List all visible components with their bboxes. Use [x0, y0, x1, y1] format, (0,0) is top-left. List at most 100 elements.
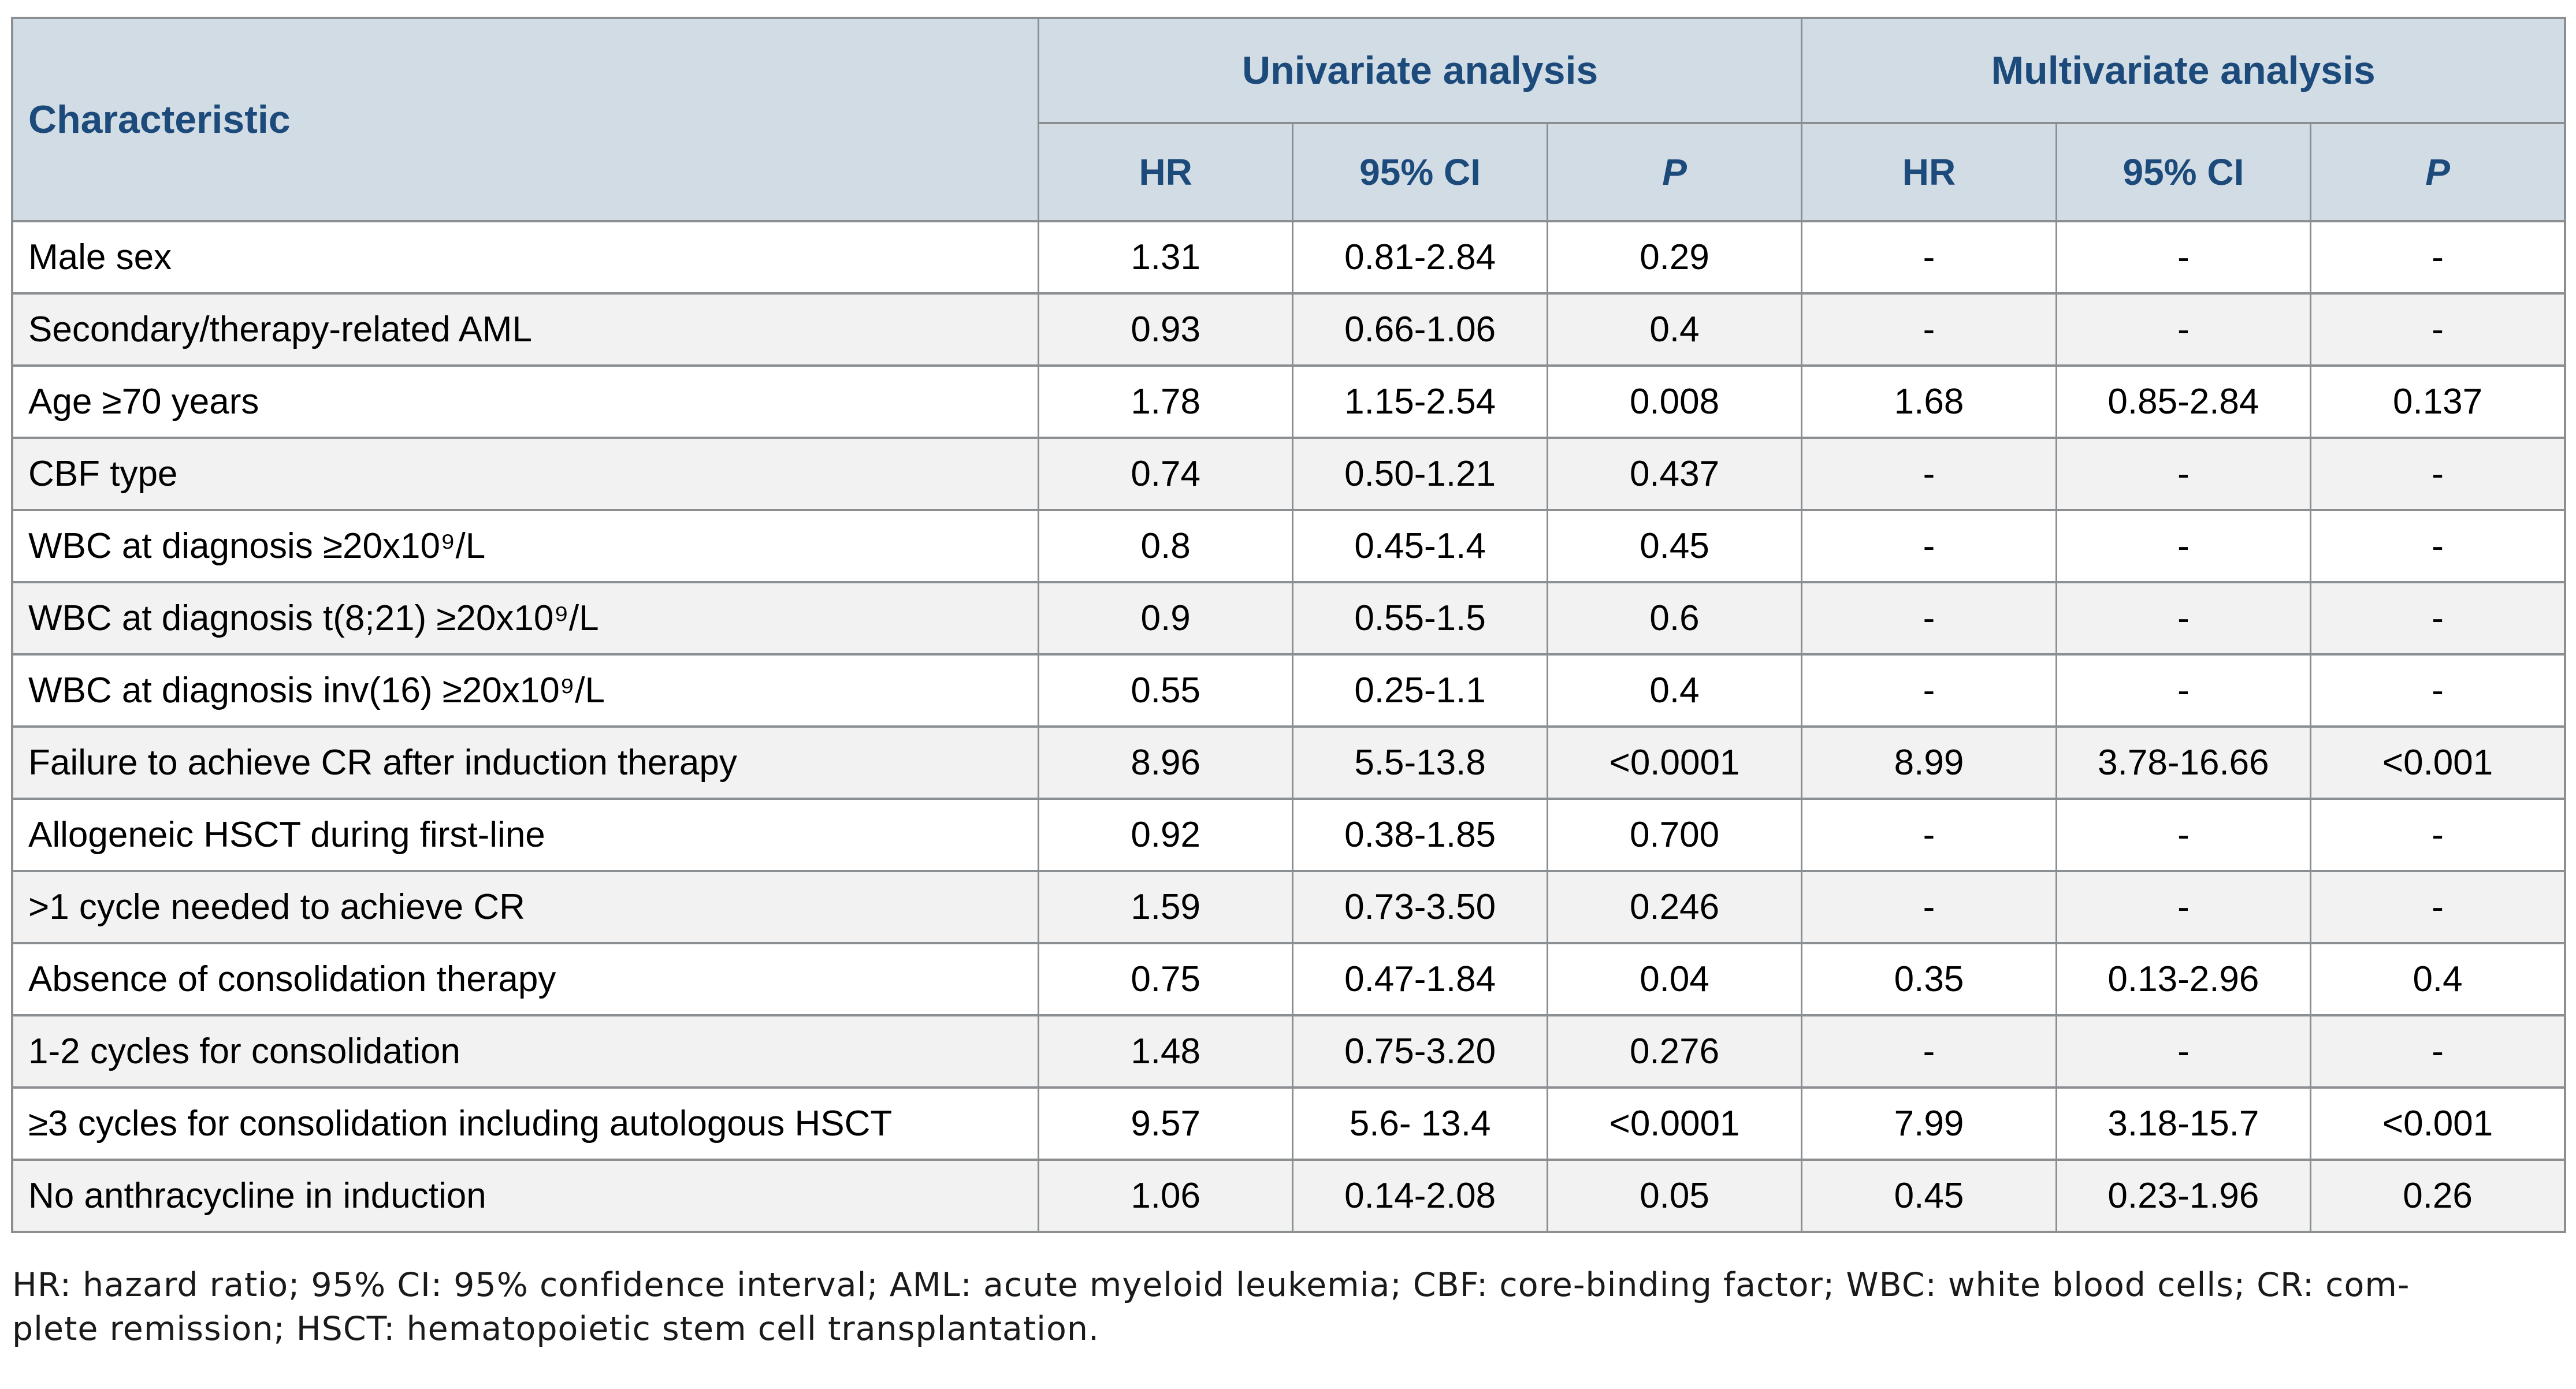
multivariate-ci-cell: -	[2055, 1014, 2312, 1089]
univariate-ci-cell: 1.15-2.54	[1292, 364, 1548, 439]
univariate-p-cell: 0.276	[1546, 1014, 1803, 1089]
multivariate-p-cell: -	[2310, 1014, 2566, 1089]
univariate-p-cell: 0.008	[1546, 364, 1803, 439]
multivariate-hr-cell: -	[1801, 1014, 2057, 1089]
characteristic-cell: ≥3 cycles for consolidation including au…	[11, 1086, 1039, 1161]
univariate-hr-cell: 0.55	[1037, 653, 1294, 728]
table-row: 1-2 cycles for consolidation 1.48 0.75-3…	[11, 1014, 2566, 1089]
univariate-hr-cell: 1.06	[1037, 1159, 1294, 1233]
multivariate-ci-cell: -	[2055, 653, 2312, 728]
multivariate-hr-cell: -	[1801, 870, 2057, 944]
footnote-line-2: plete remission; HSCT: hematopoietic ste…	[12, 1310, 1100, 1349]
table-row: WBC at diagnosis inv(16) ≥20x10⁹/L 0.55 …	[11, 653, 2566, 728]
univariate-hr-cell: 1.78	[1037, 364, 1294, 439]
multivariate-p-cell: -	[2310, 509, 2566, 583]
characteristic-cell: WBC at diagnosis ≥20x10⁹/L	[11, 509, 1039, 583]
column-header-multi-ci: 95% CI	[2055, 122, 2312, 222]
univariate-p-cell: 0.05	[1546, 1159, 1803, 1233]
analysis-table: Characteristic Univariate analysis Multi…	[11, 17, 2566, 1233]
multivariate-p-cell: 0.4	[2310, 942, 2566, 1016]
column-header-multi-hr: HR	[1801, 122, 2057, 222]
characteristic-cell: Age ≥70 years	[11, 364, 1039, 439]
table-row: Age ≥70 years 1.78 1.15-2.54 0.008 1.68 …	[11, 364, 2566, 439]
univariate-ci-cell: 0.73-3.50	[1292, 870, 1548, 944]
univariate-p-cell: <0.0001	[1546, 1086, 1803, 1161]
univariate-hr-cell: 0.74	[1037, 437, 1294, 511]
univariate-ci-cell: 0.66-1.06	[1292, 292, 1548, 367]
univariate-ci-cell: 0.75-3.20	[1292, 1014, 1548, 1089]
univariate-p-cell: 0.700	[1546, 798, 1803, 872]
multivariate-p-cell: -	[2310, 870, 2566, 944]
table-row: Absence of consolidation therapy 0.75 0.…	[11, 942, 2566, 1016]
column-header-multi-p: P	[2310, 122, 2566, 222]
multivariate-hr-cell: -	[1801, 509, 2057, 583]
univariate-hr-cell: 9.57	[1037, 1086, 1294, 1161]
multivariate-hr-cell: 1.68	[1801, 364, 2057, 439]
univariate-ci-cell: 0.14-2.08	[1292, 1159, 1548, 1233]
characteristic-cell: >1 cycle needed to achieve CR	[11, 870, 1039, 944]
univariate-ci-cell: 5.6- 13.4	[1292, 1086, 1548, 1161]
univariate-ci-cell: 0.55-1.5	[1292, 581, 1548, 656]
multivariate-p-cell: -	[2310, 292, 2566, 367]
multivariate-hr-cell: -	[1801, 581, 2057, 656]
column-header-uni-p: P	[1546, 122, 1803, 222]
multivariate-hr-cell: -	[1801, 292, 2057, 367]
table-row: Male sex 1.31 0.81-2.84 0.29 - - -	[11, 220, 2566, 295]
characteristic-cell: Male sex	[11, 220, 1039, 295]
characteristic-cell: Failure to achieve CR after induction th…	[11, 725, 1039, 800]
table-row: No anthracycline in induction 1.06 0.14-…	[11, 1159, 2566, 1233]
multivariate-ci-cell: -	[2055, 581, 2312, 656]
univariate-ci-cell: 0.45-1.4	[1292, 509, 1548, 583]
multivariate-p-cell: -	[2310, 653, 2566, 728]
multivariate-hr-cell: -	[1801, 798, 2057, 872]
characteristic-cell: WBC at diagnosis inv(16) ≥20x10⁹/L	[11, 653, 1039, 728]
multivariate-hr-cell: 0.45	[1801, 1159, 2057, 1233]
multivariate-ci-cell: 3.18-15.7	[2055, 1086, 2312, 1161]
univariate-ci-cell: 0.81-2.84	[1292, 220, 1548, 295]
characteristic-cell: WBC at diagnosis t(8;21) ≥20x10⁹/L	[11, 581, 1039, 656]
univariate-ci-cell: 0.25-1.1	[1292, 653, 1548, 728]
multivariate-ci-cell: -	[2055, 509, 2312, 583]
univariate-p-cell: 0.45	[1546, 509, 1803, 583]
multivariate-hr-cell: 0.35	[1801, 942, 2057, 1016]
multivariate-hr-cell: -	[1801, 220, 2057, 295]
table-row: CBF type 0.74 0.50-1.21 0.437 - - -	[11, 437, 2566, 511]
univariate-p-cell: 0.6	[1546, 581, 1803, 656]
multivariate-hr-cell: -	[1801, 437, 2057, 511]
multivariate-ci-cell: -	[2055, 220, 2312, 295]
column-header-uni-ci: 95% CI	[1292, 122, 1548, 222]
table-row: WBC at diagnosis ≥20x10⁹/L 0.8 0.45-1.4 …	[11, 509, 2566, 583]
multivariate-p-cell: -	[2310, 437, 2566, 511]
univariate-ci-cell: 0.38-1.85	[1292, 798, 1548, 872]
characteristic-cell: Secondary/therapy-related AML	[11, 292, 1039, 367]
multivariate-p-cell: 0.137	[2310, 364, 2566, 439]
group-header-row: Characteristic Univariate analysis Multi…	[11, 17, 2566, 222]
univariate-p-cell: 0.4	[1546, 653, 1803, 728]
multivariate-p-cell: <0.001	[2310, 725, 2566, 800]
multivariate-ci-cell: 0.85-2.84	[2055, 364, 2312, 439]
column-header-characteristic: Characteristic	[11, 17, 1039, 222]
characteristic-cell: CBF type	[11, 437, 1039, 511]
multivariate-p-cell: -	[2310, 220, 2566, 295]
footnote: HR: hazard ratio; 95% CI: 95% confidence…	[11, 1263, 2566, 1351]
univariate-hr-cell: 0.8	[1037, 509, 1294, 583]
footnote-line-1: HR: hazard ratio; 95% CI: 95% confidence…	[12, 1266, 2410, 1304]
multivariate-p-cell: <0.001	[2310, 1086, 2566, 1161]
group-header-multivariate: Multivariate analysis	[1801, 17, 2566, 124]
univariate-hr-cell: 0.75	[1037, 942, 1294, 1016]
univariate-hr-cell: 0.93	[1037, 292, 1294, 367]
multivariate-hr-cell: -	[1801, 653, 2057, 728]
univariate-hr-cell: 1.48	[1037, 1014, 1294, 1089]
characteristic-cell: Allogeneic HSCT during first-line	[11, 798, 1039, 872]
table-row: Failure to achieve CR after induction th…	[11, 725, 2566, 800]
multivariate-p-cell: -	[2310, 798, 2566, 872]
multivariate-hr-cell: 8.99	[1801, 725, 2057, 800]
table-row: WBC at diagnosis t(8;21) ≥20x10⁹/L 0.9 0…	[11, 581, 2566, 656]
univariate-ci-cell: 5.5-13.8	[1292, 725, 1548, 800]
univariate-p-cell: <0.0001	[1546, 725, 1803, 800]
multivariate-ci-cell: -	[2055, 437, 2312, 511]
multivariate-p-cell: 0.26	[2310, 1159, 2566, 1233]
multivariate-ci-cell: -	[2055, 870, 2312, 944]
univariate-ci-cell: 0.50-1.21	[1292, 437, 1548, 511]
page: Characteristic Univariate analysis Multi…	[11, 17, 2566, 1351]
